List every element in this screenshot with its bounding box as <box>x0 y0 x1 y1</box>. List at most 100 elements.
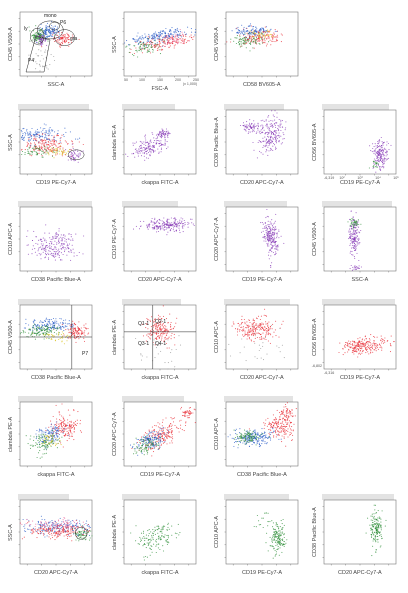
event-point <box>250 330 252 332</box>
event-point <box>153 45 155 47</box>
event-point <box>239 124 242 127</box>
event-point <box>142 335 145 337</box>
event-point <box>59 153 61 155</box>
event-point <box>280 123 282 125</box>
event-point <box>59 141 61 143</box>
event-point <box>42 146 44 148</box>
event-point <box>167 132 169 134</box>
event-point <box>73 255 75 257</box>
event-point <box>272 336 274 338</box>
event-point <box>272 251 274 254</box>
event-point <box>63 326 65 328</box>
event-point <box>125 46 127 48</box>
event-point <box>249 119 251 121</box>
event-point <box>35 130 37 132</box>
plot-content <box>124 26 197 58</box>
event-point <box>27 134 29 137</box>
event-point <box>351 238 353 240</box>
event-point <box>147 336 149 338</box>
event-point <box>61 240 63 242</box>
event-point <box>70 328 72 330</box>
event-point <box>274 248 276 250</box>
event-point <box>258 42 260 45</box>
event-point <box>46 323 48 325</box>
event-point <box>262 230 264 232</box>
event-point <box>269 326 272 328</box>
event-point <box>181 36 183 38</box>
event-point <box>272 223 274 225</box>
event-point <box>52 38 54 40</box>
event-point <box>171 223 173 226</box>
event-point <box>58 425 61 427</box>
event-point <box>41 40 43 42</box>
event-point <box>259 130 261 132</box>
event-point <box>242 330 244 332</box>
event-point <box>265 217 267 219</box>
event-point <box>28 332 30 334</box>
event-point <box>168 34 170 36</box>
event-point <box>35 25 37 27</box>
event-point <box>63 343 65 345</box>
event-point <box>45 250 47 252</box>
event-point <box>57 250 59 252</box>
event-point <box>35 329 37 331</box>
event-point <box>79 153 81 155</box>
event-point <box>38 145 40 147</box>
event-point <box>375 348 377 350</box>
ly-gate <box>30 28 45 45</box>
event-point <box>139 48 141 51</box>
event-point <box>178 34 180 37</box>
event-point <box>74 338 76 340</box>
event-point <box>49 145 51 147</box>
event-point <box>251 33 253 35</box>
event-point <box>159 130 161 132</box>
event-point <box>258 30 260 32</box>
event-point <box>350 223 352 225</box>
event-point <box>30 143 32 145</box>
event-point <box>139 147 142 149</box>
event-point <box>148 41 150 43</box>
event-point <box>163 229 165 231</box>
event-point <box>152 221 154 223</box>
event-point <box>169 36 171 38</box>
event-point <box>153 146 155 148</box>
event-point <box>339 342 341 344</box>
event-point <box>374 161 376 163</box>
event-point <box>38 44 40 46</box>
event-point <box>157 321 159 323</box>
event-point <box>378 153 380 155</box>
event-point <box>173 36 175 38</box>
event-point <box>381 155 383 157</box>
event-point <box>152 227 154 229</box>
event-point <box>259 37 261 39</box>
event-point <box>159 316 161 318</box>
event-point <box>369 344 371 347</box>
event-point <box>51 241 53 243</box>
event-point <box>55 327 57 330</box>
event-point <box>353 236 355 238</box>
event-point <box>76 332 78 334</box>
event-point <box>268 35 270 38</box>
event-point <box>155 138 157 140</box>
event-point <box>267 220 269 222</box>
event-point <box>167 339 169 341</box>
event-point <box>275 141 277 143</box>
event-point <box>271 228 274 230</box>
event-point <box>371 344 373 347</box>
event-point <box>251 38 253 40</box>
event-point <box>237 322 239 324</box>
event-point <box>56 430 58 432</box>
event-point <box>271 136 273 138</box>
scatter-panel: CD20 APC-Cy7-A CD10 APC-A <box>210 295 306 387</box>
event-point <box>38 135 40 137</box>
event-point <box>31 127 33 130</box>
event-point <box>381 347 383 349</box>
event-point <box>266 34 268 36</box>
event-point <box>39 327 41 329</box>
event-point <box>270 133 272 135</box>
event-point <box>44 232 46 234</box>
event-point <box>67 150 69 152</box>
event-point <box>71 251 73 253</box>
event-point <box>353 220 356 222</box>
event-point <box>260 30 262 32</box>
